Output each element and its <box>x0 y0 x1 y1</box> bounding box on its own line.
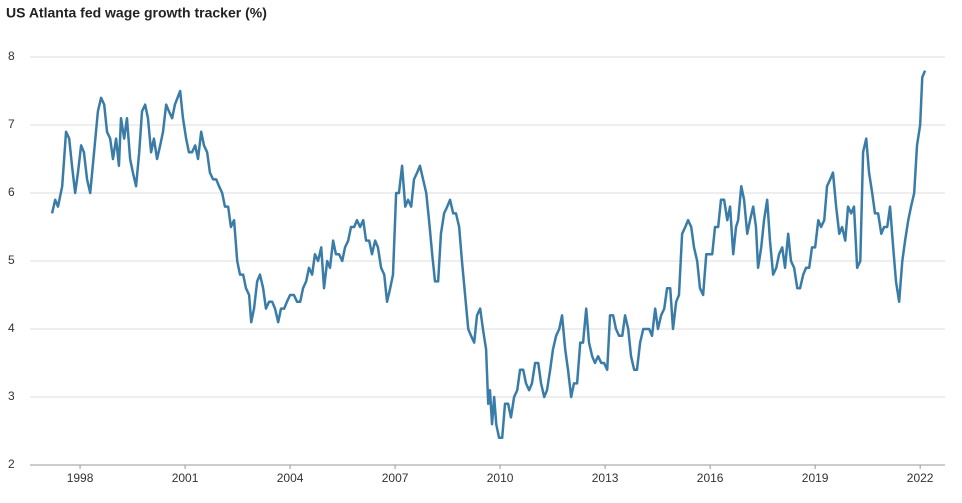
x-tick-label: 2010 <box>487 471 514 485</box>
x-tick-label: 2004 <box>277 471 304 485</box>
x-tick-label: 2001 <box>172 471 199 485</box>
x-tick-label: 2007 <box>382 471 409 485</box>
x-tick-label: 2016 <box>697 471 724 485</box>
y-tick-label: 7 <box>8 117 15 131</box>
x-tick-label: 2022 <box>907 471 934 485</box>
x-tick-label: 2019 <box>802 471 829 485</box>
data-line <box>50 70 927 440</box>
y-tick-label: 5 <box>8 253 15 267</box>
x-tick-label: 1998 <box>67 471 94 485</box>
y-tick-label: 8 <box>8 49 15 63</box>
y-tick-label: 3 <box>8 389 15 403</box>
y-tick-label: 6 <box>8 185 15 199</box>
y-tick-label: 2 <box>8 457 15 471</box>
chart-title: US Atlanta fed wage growth tracker (%) <box>6 5 267 21</box>
y-tick-label: 4 <box>8 321 15 335</box>
x-tick-label: 2013 <box>592 471 619 485</box>
